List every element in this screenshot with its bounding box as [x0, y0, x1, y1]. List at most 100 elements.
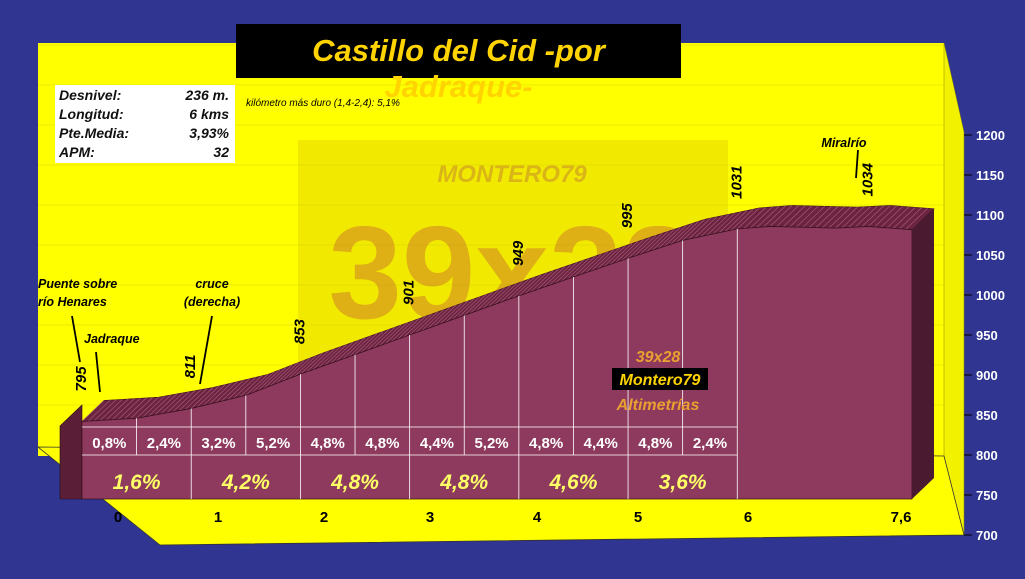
- surface-hatch: [694, 216, 718, 239]
- km-percent: 3,6%: [659, 471, 707, 494]
- surface-hatch: [257, 369, 281, 391]
- surface-hatch: [561, 259, 584, 282]
- surface-hatch: [893, 207, 916, 229]
- surface-hatch: [769, 205, 793, 227]
- surface-hatch: [215, 381, 238, 403]
- surface-hatch: [597, 247, 620, 269]
- surface-hatch: [724, 210, 748, 232]
- y-tick-label: 1000: [976, 288, 1005, 303]
- x-tick-label: 5: [634, 509, 642, 526]
- surface-hatch: [209, 382, 232, 405]
- surface-hatch: [482, 287, 505, 310]
- surface-hatch: [554, 262, 578, 284]
- surface-hatch: [451, 298, 475, 321]
- stat-row-pendiente: Pte.Media: 3,93%: [59, 125, 231, 143]
- surface-hatch: [397, 318, 420, 340]
- surface-hatch: [718, 211, 742, 234]
- surface-hatch: [658, 227, 681, 249]
- x-tick-label: 7,6: [891, 509, 912, 526]
- surface-hatch: [815, 206, 839, 228]
- surface-hatch: [548, 264, 572, 286]
- surface-hatch: [905, 207, 929, 230]
- km-percent: 4,8%: [330, 471, 379, 494]
- surface-hatch: [348, 335, 372, 358]
- surface-hatch: [263, 367, 287, 389]
- half-km-percent: 4,4%: [584, 435, 618, 452]
- surface-hatch: [861, 205, 885, 228]
- y-tick-label: 1200: [976, 128, 1005, 143]
- altitude-label: 795: [73, 366, 90, 392]
- half-km-percent: 2,4%: [147, 435, 181, 452]
- x-tick-label: 1: [214, 509, 222, 526]
- stat-label: Longitud:: [59, 106, 124, 122]
- surface-hatch: [700, 215, 724, 237]
- surface-hatch: [776, 205, 799, 227]
- surface-hatch: [379, 324, 402, 347]
- x-tick-label: 0: [114, 509, 122, 526]
- surface-hatch: [789, 205, 812, 228]
- surface-hatch: [160, 392, 184, 415]
- surface-hatch: [886, 206, 910, 229]
- half-km-percent: 5,2%: [256, 435, 290, 452]
- surface-hatch: [203, 384, 226, 406]
- surface-hatch: [835, 206, 858, 229]
- surface-hatch: [868, 205, 891, 227]
- leader-line: [855, 149, 859, 179]
- surface-hatch: [445, 300, 469, 323]
- surface-hatch: [530, 270, 554, 292]
- surface-hatch: [457, 296, 481, 318]
- surface-hatch: [93, 399, 117, 422]
- km-percent: 4,6%: [549, 471, 598, 494]
- chart-labels: 0,8% 2,4% 3,2% 5,2% 4,8% 4,8% 4,4% 5,2% 4,8% 4,4%…: [38, 98, 876, 494]
- x-tick-label: 4: [533, 509, 542, 526]
- surface-hatch: [536, 268, 560, 290]
- surface-hatch: [409, 313, 432, 336]
- brand-line-1: 39x28: [636, 349, 681, 366]
- surface-hatch: [312, 348, 335, 371]
- surface-hatch: [688, 217, 712, 240]
- surface-hatch: [372, 326, 396, 349]
- surface-hatch: [227, 378, 250, 401]
- y-tick-label: 950: [976, 328, 998, 343]
- surface-hatch: [822, 206, 845, 229]
- surface-hatch: [750, 206, 773, 229]
- surface-hatch: [354, 333, 378, 355]
- surface-hatch: [294, 355, 317, 377]
- brand-line-3: Altimetrías: [616, 397, 700, 414]
- surface-hatch: [318, 346, 341, 368]
- surface-hatch: [112, 398, 135, 420]
- surface-hatch: [245, 374, 269, 396]
- annotation-label: río Henares: [38, 295, 107, 309]
- chart-title: Castillo del Cid -por Jadraque-: [312, 33, 605, 104]
- surface-hatch: [542, 266, 566, 288]
- surface-hatch: [488, 285, 511, 307]
- surface-hatch: [730, 208, 754, 231]
- surface-hatch: [518, 274, 542, 297]
- surface-hatch: [366, 328, 390, 351]
- leader-line: [95, 351, 101, 393]
- surface-hatch: [524, 272, 548, 295]
- surface-hatch: [494, 283, 517, 305]
- annotation-label: Miralrío: [821, 136, 867, 150]
- watermark-top: MONTERO79: [437, 161, 587, 188]
- surface-hatch: [360, 331, 384, 353]
- altitude-label: 949: [510, 240, 527, 266]
- stat-label: Desnivel:: [59, 87, 122, 103]
- surface-hatch: [81, 400, 105, 422]
- surface-hatch: [154, 393, 178, 416]
- surface-hatch: [105, 398, 129, 421]
- surface-hatch: [172, 390, 196, 412]
- surface-hatch: [336, 339, 360, 362]
- profile-right-face: [912, 208, 934, 499]
- surface-hatch: [802, 205, 826, 228]
- altitude-label: 853: [291, 318, 308, 344]
- surface-hatch: [567, 257, 590, 280]
- surface-hatch: [330, 341, 354, 364]
- surface-hatch: [627, 236, 651, 259]
- surface-hatch: [166, 391, 190, 414]
- surface-hatch: [585, 251, 608, 274]
- surface-hatch: [591, 249, 614, 272]
- surface-hatch: [300, 352, 323, 375]
- surface-hatch: [899, 207, 922, 230]
